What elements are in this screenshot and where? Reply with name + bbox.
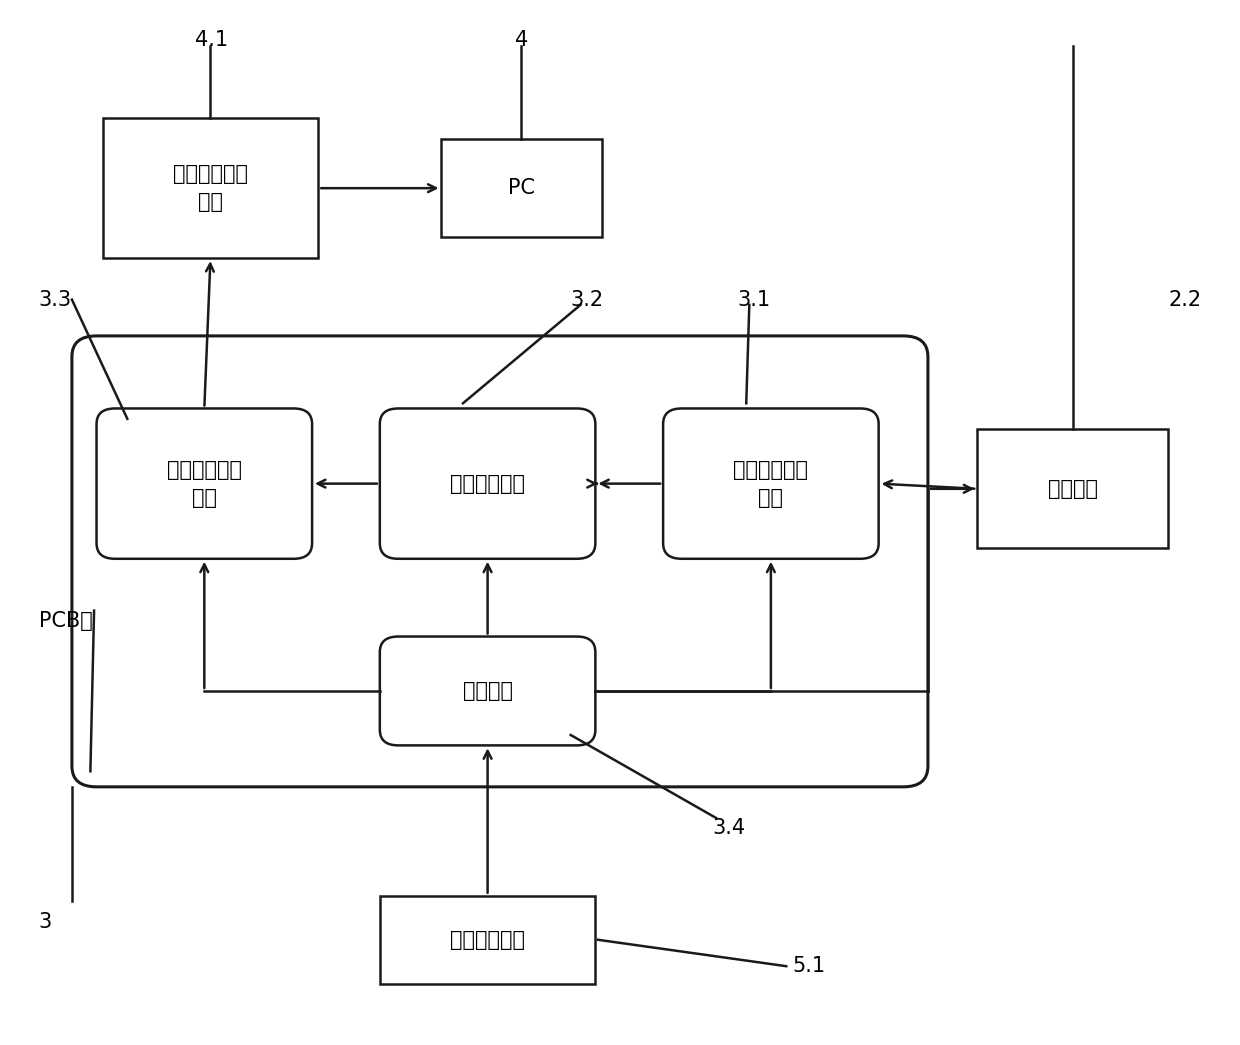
FancyBboxPatch shape xyxy=(72,335,928,787)
Text: PC: PC xyxy=(508,179,534,199)
FancyBboxPatch shape xyxy=(379,636,595,745)
Text: 蓝牙数据接收
模块: 蓝牙数据接收 模块 xyxy=(172,164,248,212)
Text: 4: 4 xyxy=(515,30,528,50)
FancyBboxPatch shape xyxy=(97,409,312,559)
Text: 数据处理模块: 数据处理模块 xyxy=(450,473,525,493)
Bar xyxy=(103,118,319,258)
Text: 5.1: 5.1 xyxy=(792,956,826,976)
Text: PCB板: PCB板 xyxy=(38,611,93,631)
Bar xyxy=(379,896,595,983)
Text: 应变信号处理
模块: 应变信号处理 模块 xyxy=(733,460,808,508)
Text: 电源模块: 电源模块 xyxy=(463,681,512,701)
Text: 4.1: 4.1 xyxy=(195,30,228,50)
Text: 全桥电路: 全桥电路 xyxy=(1048,479,1097,498)
Bar xyxy=(977,429,1168,549)
Text: 3: 3 xyxy=(38,911,52,931)
Text: 3.1: 3.1 xyxy=(737,289,770,309)
FancyBboxPatch shape xyxy=(663,409,879,559)
Bar xyxy=(441,139,601,237)
Text: 3.4: 3.4 xyxy=(712,818,745,838)
Text: 2.2: 2.2 xyxy=(1168,289,1202,309)
Text: 3.3: 3.3 xyxy=(38,289,72,309)
Text: 蓝牙数据发射
模块: 蓝牙数据发射 模块 xyxy=(167,460,242,508)
FancyBboxPatch shape xyxy=(379,409,595,559)
Text: 电能接收部件: 电能接收部件 xyxy=(450,930,525,950)
Text: 3.2: 3.2 xyxy=(570,289,604,309)
